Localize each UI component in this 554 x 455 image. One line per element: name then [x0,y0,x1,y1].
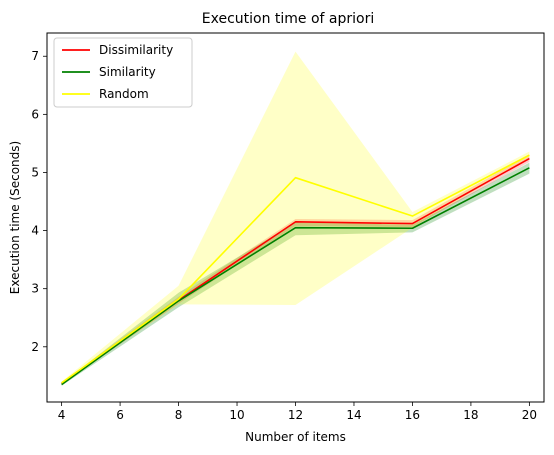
x-axis-ticks: 4 6 8 10 12 14 16 18 20 [58,402,537,422]
x-axis-title: Number of items [245,430,346,444]
x-tick-label: 4 [58,408,66,422]
x-tick-label: 20 [522,408,537,422]
y-tick-label: 7 [31,49,39,63]
line-random [61,154,530,384]
y-axis-title: Execution time (Seconds) [8,141,22,294]
y-axis-ticks: 2 3 4 5 6 7 [31,49,47,354]
line-similarity [61,167,530,386]
x-tick-label: 18 [463,408,478,422]
y-tick-label: 5 [31,165,39,179]
legend: Dissimilarity Similarity Random [53,37,193,108]
x-tick-label: 12 [288,408,303,422]
legend-label-similarity: Similarity [99,65,156,79]
legend-label-random: Random [99,87,149,101]
x-tick-label: 6 [116,408,124,422]
x-tick-label: 14 [346,408,361,422]
y-tick-label: 3 [31,282,39,296]
y-tick-label: 2 [31,340,39,354]
x-tick-label: 16 [405,408,420,422]
x-tick-label: 8 [175,408,183,422]
legend-box [53,37,193,108]
legend-label-dissimilarity: Dissimilarity [99,43,173,57]
y-tick-label: 4 [31,224,39,238]
y-tick-label: 6 [31,107,39,121]
chart-title: Execution time of apriori [202,11,375,27]
series-lines [61,154,530,386]
x-tick-label: 10 [229,408,244,422]
